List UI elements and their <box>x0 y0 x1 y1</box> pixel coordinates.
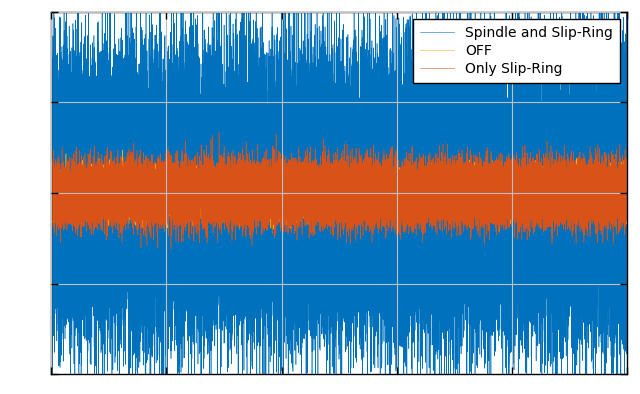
Only Slip-Ring <box>86 190 94 195</box>
Only Slip-Ring <box>167 247 175 251</box>
Only Slip-Ring <box>394 203 402 208</box>
Line: OFF: OFF <box>51 150 627 232</box>
Spindle and Slip-Ring <box>623 232 631 237</box>
Only Slip-Ring <box>623 185 631 190</box>
Only Slip-Ring <box>475 191 483 196</box>
Spindle and Slip-Ring <box>360 217 367 221</box>
Spindle and Slip-Ring <box>475 165 483 170</box>
OFF <box>118 148 126 152</box>
Only Slip-Ring <box>215 130 223 134</box>
Only Slip-Ring <box>268 171 276 176</box>
Spindle and Slip-Ring <box>47 159 55 164</box>
Spindle and Slip-Ring <box>268 102 276 106</box>
OFF <box>623 190 631 195</box>
OFF <box>268 192 276 197</box>
Line: Spindle and Slip-Ring: Spindle and Slip-Ring <box>51 0 627 394</box>
Legend: Spindle and Slip-Ring, OFF, Only Slip-Ring: Spindle and Slip-Ring, OFF, Only Slip-Ri… <box>413 19 620 83</box>
Spindle and Slip-Ring <box>86 221 94 226</box>
OFF <box>47 194 55 199</box>
OFF <box>186 202 194 207</box>
OFF <box>360 201 367 205</box>
Spindle and Slip-Ring <box>186 131 194 136</box>
OFF <box>495 229 503 234</box>
OFF <box>475 192 483 197</box>
Line: Only Slip-Ring: Only Slip-Ring <box>51 132 627 249</box>
Spindle and Slip-Ring <box>394 188 402 193</box>
Only Slip-Ring <box>360 175 367 179</box>
OFF <box>86 199 94 204</box>
OFF <box>394 200 402 204</box>
Only Slip-Ring <box>186 198 194 203</box>
Only Slip-Ring <box>47 209 55 214</box>
